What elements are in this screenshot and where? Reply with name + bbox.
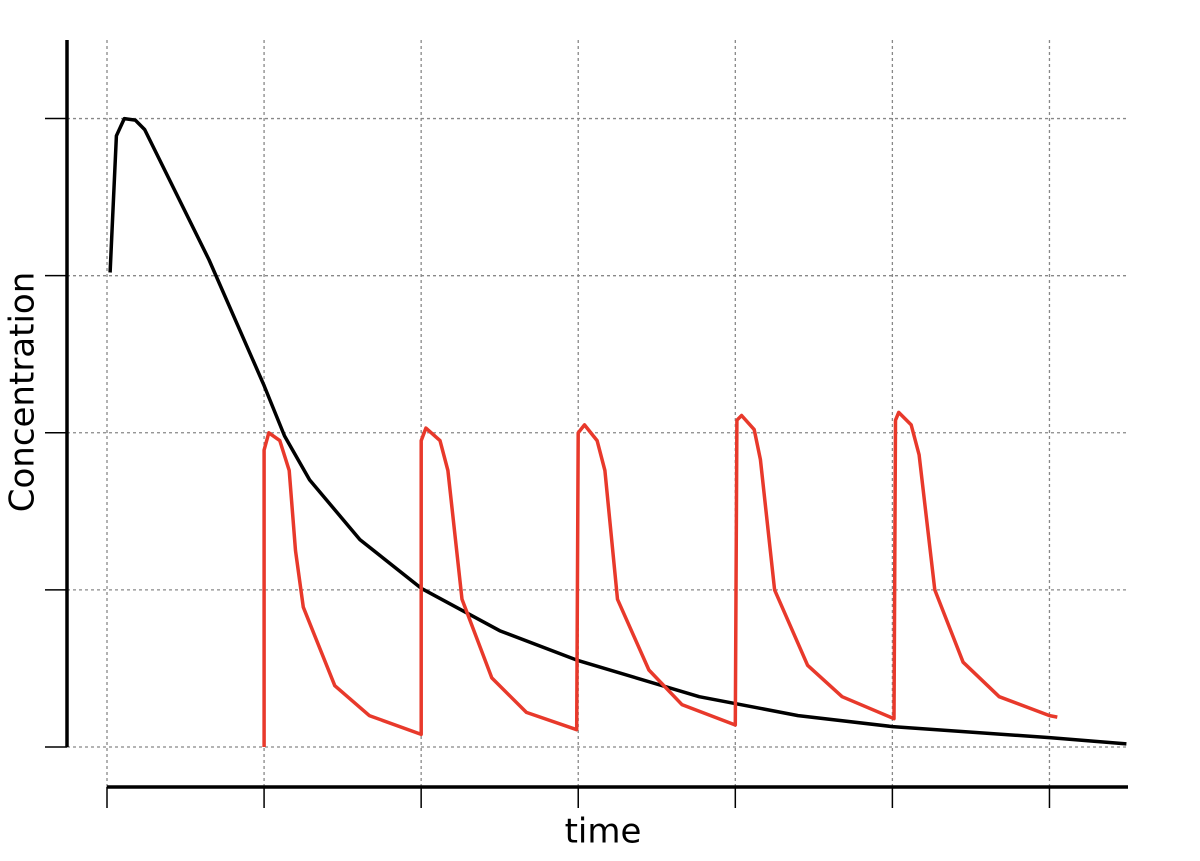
series-line [108,116,1127,746]
y-axis-title: Concentration [3,272,43,513]
series-line [262,410,1058,747]
x-axis-title: time [565,812,642,852]
